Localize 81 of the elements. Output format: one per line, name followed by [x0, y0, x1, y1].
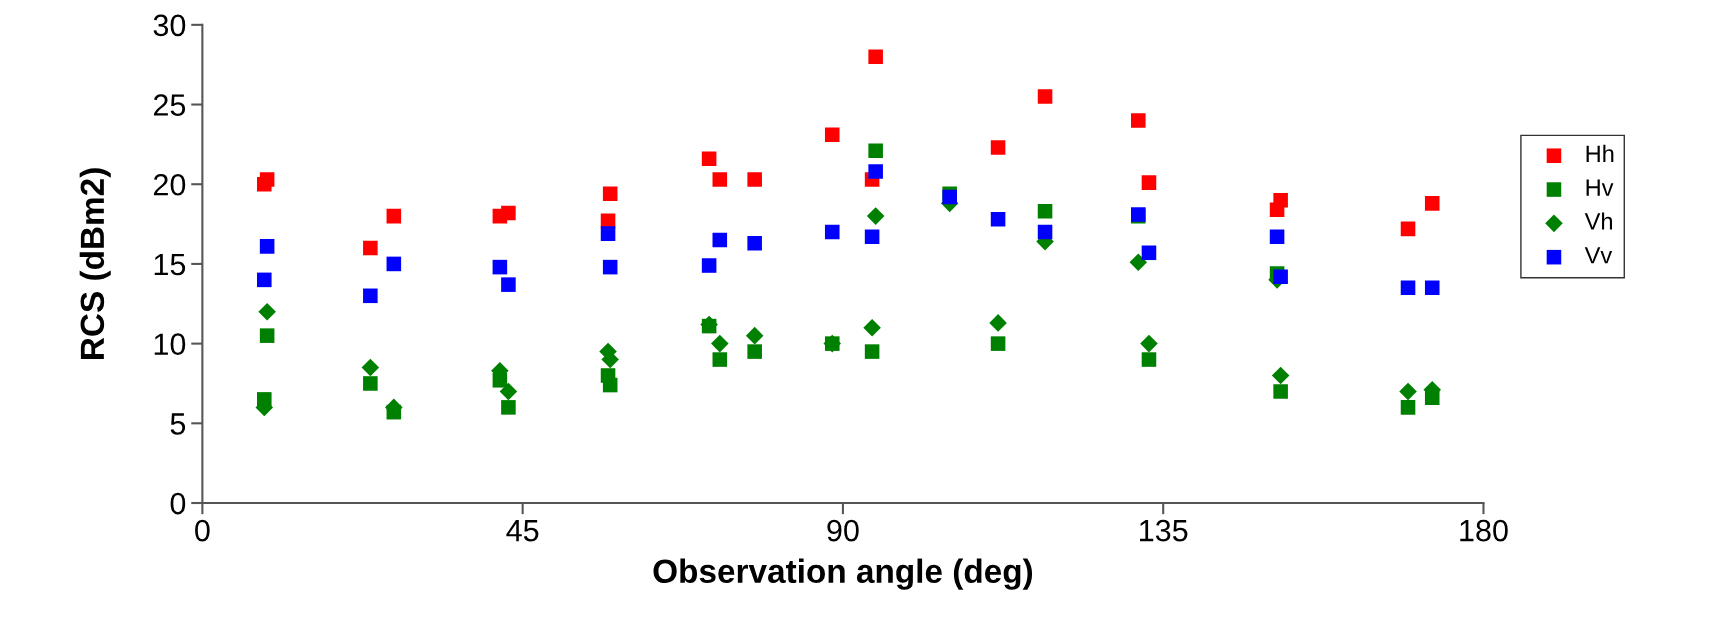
point	[600, 226, 616, 241]
x-axis-title: Observation angle (deg)	[653, 558, 1033, 590]
point	[257, 272, 272, 288]
point	[1400, 221, 1416, 237]
point	[990, 336, 1006, 351]
point	[990, 212, 1006, 227]
point	[602, 186, 618, 202]
legend-label: Hh	[1586, 144, 1614, 162]
point	[259, 172, 275, 187]
point	[1037, 224, 1053, 240]
point	[1269, 229, 1285, 245]
x-tick-label: 135	[1140, 519, 1188, 542]
point	[868, 143, 883, 159]
legend-label: Hv	[1586, 179, 1614, 196]
point	[868, 164, 883, 179]
point	[259, 239, 275, 254]
y-tick-label: 20	[153, 173, 186, 196]
y-tick-label: 0	[170, 492, 186, 515]
point	[499, 382, 518, 401]
point	[712, 352, 728, 367]
point	[386, 208, 402, 224]
point	[361, 358, 380, 377]
point	[711, 334, 729, 353]
point	[989, 314, 1007, 332]
point	[363, 288, 378, 304]
point	[1273, 192, 1288, 208]
point	[1271, 366, 1290, 385]
point	[1037, 89, 1053, 104]
point	[712, 172, 728, 187]
point	[701, 151, 717, 167]
point	[1140, 334, 1158, 353]
x-tick-label: 45	[506, 520, 539, 542]
y-axis-title: RCS (dBm2)	[79, 168, 111, 359]
point	[1400, 280, 1416, 296]
point	[1141, 175, 1157, 190]
point	[259, 328, 275, 343]
point	[1424, 280, 1440, 296]
point	[363, 240, 378, 256]
legend-label: Vh	[1584, 212, 1612, 230]
point	[1400, 400, 1416, 415]
point	[386, 256, 402, 272]
point	[501, 277, 516, 292]
point	[863, 318, 881, 337]
point	[824, 224, 840, 240]
point	[701, 258, 717, 273]
point	[745, 326, 764, 345]
point	[990, 140, 1006, 155]
point	[1037, 204, 1053, 219]
point	[1129, 253, 1148, 272]
point	[1273, 384, 1288, 399]
point	[868, 49, 883, 64]
point	[258, 302, 276, 321]
y-tick-label: 15	[154, 253, 186, 276]
point	[866, 207, 885, 225]
point	[492, 259, 508, 275]
x-tick-label: 90	[827, 519, 859, 542]
point	[602, 377, 618, 393]
x-tick-label: 0	[195, 519, 210, 542]
point	[602, 259, 618, 275]
y-tick-label: 10	[154, 333, 186, 355]
point	[363, 376, 378, 391]
point	[824, 127, 840, 143]
y-tick-label: 30	[153, 14, 186, 37]
point	[1141, 352, 1157, 367]
y-tick-label: 5	[170, 413, 186, 435]
point	[1131, 113, 1146, 128]
point	[1424, 196, 1440, 211]
point	[747, 344, 762, 359]
point	[712, 232, 728, 248]
point	[1141, 245, 1157, 261]
x-tick-label: 180	[1460, 519, 1508, 542]
point	[1399, 382, 1417, 401]
point	[501, 400, 516, 415]
point	[501, 205, 516, 221]
point	[864, 229, 880, 245]
point	[1273, 269, 1288, 284]
legend-label: Vv	[1584, 247, 1613, 264]
point	[747, 172, 762, 187]
y-tick-label: 25	[153, 94, 186, 116]
point	[747, 235, 762, 251]
point	[864, 344, 880, 359]
